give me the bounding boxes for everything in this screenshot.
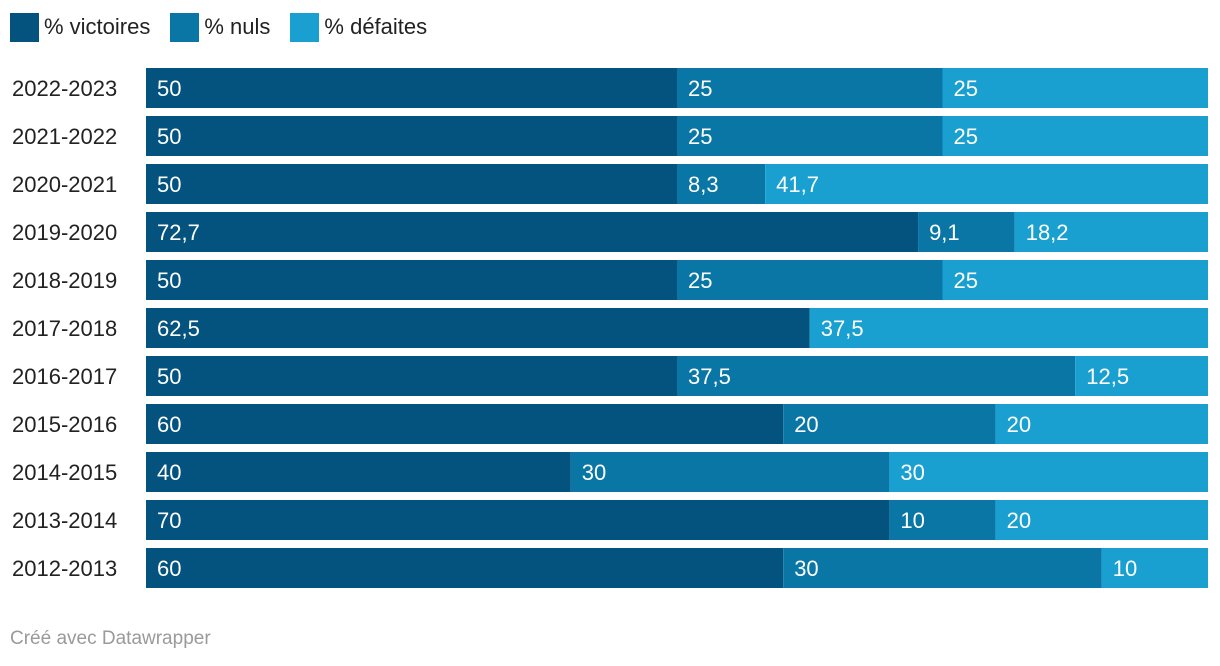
legend-item-nuls: % nuls xyxy=(170,12,271,42)
bar-segment-victoires xyxy=(146,260,677,300)
bar-segment-defaites xyxy=(995,404,1208,444)
data-label: 30 xyxy=(900,460,924,485)
bar-segment-defaites xyxy=(1101,548,1208,588)
category-label: 2022-2023 xyxy=(12,76,117,101)
bar-segment-nuls xyxy=(677,356,1076,396)
data-label: 8,3 xyxy=(688,172,719,197)
legend-label-nuls: % nuls xyxy=(204,14,271,39)
bar-segment-victoires xyxy=(146,212,919,252)
data-label: 20 xyxy=(1007,508,1031,533)
data-label: 50 xyxy=(157,124,181,149)
bar-row-2021-2022: 2021-2022 50 25 25 xyxy=(12,116,1208,156)
bar-segment-nuls xyxy=(677,116,943,156)
category-label: 2015-2016 xyxy=(12,412,117,437)
bar-segment-defaites xyxy=(889,452,1208,492)
bar-row-2013-2014: 2013-2014 70 10 20 xyxy=(12,500,1208,540)
bar-segment-nuls xyxy=(889,500,996,540)
category-label: 2019-2020 xyxy=(12,220,117,245)
bar-segment-defaites xyxy=(809,308,1208,348)
bar-segment-victoires xyxy=(146,68,677,108)
bar-segment-defaites xyxy=(1014,212,1208,252)
data-label: 70 xyxy=(157,508,181,533)
bar-segment-victoires xyxy=(146,116,677,156)
category-label: 2021-2022 xyxy=(12,124,117,149)
bar-segment-defaites xyxy=(1075,356,1208,396)
footer-credit: Créé avec Datawrapper xyxy=(10,628,211,649)
data-label: 25 xyxy=(688,76,712,101)
bar-row-2017-2018: 2017-2018 62,5 37,5 xyxy=(12,308,1208,348)
legend-label-defaites: % défaites xyxy=(324,14,428,39)
legend-swatch-victoires xyxy=(10,12,39,42)
bar-segment-victoires xyxy=(146,548,784,588)
bar-segment-victoires xyxy=(146,404,784,444)
bar-segment-nuls xyxy=(677,260,943,300)
data-label: 41,7 xyxy=(776,172,819,197)
data-label: 10 xyxy=(1113,556,1137,581)
data-label: 60 xyxy=(157,556,181,581)
data-label: 20 xyxy=(794,412,818,437)
data-label: 9,1 xyxy=(929,220,960,245)
data-label: 37,5 xyxy=(821,316,864,341)
data-label: 18,2 xyxy=(1026,220,1069,245)
chart-legend: % victoires % nuls % défaites xyxy=(10,12,447,42)
data-label: 62,5 xyxy=(157,316,200,341)
bar-row-2018-2019: 2018-2019 50 25 25 xyxy=(12,260,1208,300)
category-label: 2018-2019 xyxy=(12,268,117,293)
data-label: 25 xyxy=(954,268,978,293)
data-label: 30 xyxy=(794,556,818,581)
legend-item-victoires: % victoires xyxy=(10,12,151,42)
category-label: 2020-2021 xyxy=(12,172,117,197)
bar-segment-victoires xyxy=(146,164,677,204)
data-label: 40 xyxy=(157,460,181,485)
bar-segment-nuls xyxy=(677,164,766,204)
data-label: 50 xyxy=(157,172,181,197)
bar-row-2022-2023: 2022-2023 50 25 25 xyxy=(12,68,1208,108)
data-label: 25 xyxy=(954,124,978,149)
data-label: 50 xyxy=(157,76,181,101)
bar-segment-nuls xyxy=(570,452,890,492)
category-label: 2013-2014 xyxy=(12,508,117,533)
category-label: 2012-2013 xyxy=(12,556,117,581)
data-label: 30 xyxy=(582,460,606,485)
bar-segment-defaites xyxy=(942,68,1208,108)
bar-segment-victoires xyxy=(146,308,810,348)
bar-segment-defaites xyxy=(942,260,1208,300)
data-label: 25 xyxy=(954,76,978,101)
bar-row-2014-2015: 2014-2015 40 30 30 xyxy=(12,452,1208,492)
bar-row-2020-2021: 2020-2021 50 8,3 41,7 xyxy=(12,164,1208,204)
data-label: 20 xyxy=(1007,412,1031,437)
bar-segment-defaites xyxy=(995,500,1208,540)
data-label: 72,7 xyxy=(157,220,200,245)
bar-segment-nuls xyxy=(783,404,996,444)
bar-segment-nuls xyxy=(677,68,943,108)
data-label: 60 xyxy=(157,412,181,437)
stacked-bar-chart: 2022-2023 50 25 25 2021-2022 50 25 25 2020-2021 5… xyxy=(12,68,1208,588)
bar-row-2016-2017: 2016-2017 50 37,5 12,5 xyxy=(12,356,1208,396)
bar-segment-nuls xyxy=(783,548,1102,588)
data-label: 37,5 xyxy=(688,364,731,389)
bar-row-2015-2016: 2015-2016 60 20 20 xyxy=(12,404,1208,444)
legend-item-defaites: % défaites xyxy=(290,12,428,42)
data-label: 50 xyxy=(157,268,181,293)
legend-swatch-defaites xyxy=(290,12,320,42)
bar-segment-victoires xyxy=(146,356,677,396)
legend-swatch-nuls xyxy=(170,12,200,42)
bar-row-2019-2020: 2019-2020 72,7 9,1 18,2 xyxy=(12,212,1208,252)
bar-segment-victoires xyxy=(146,500,890,540)
data-label: 25 xyxy=(688,124,712,149)
category-label: 2014-2015 xyxy=(12,460,117,485)
data-label: 12,5 xyxy=(1086,364,1129,389)
legend-label-victoires: % victoires xyxy=(44,14,151,39)
bar-segment-victoires xyxy=(146,452,571,492)
bar-segment-defaites xyxy=(765,164,1208,204)
category-label: 2016-2017 xyxy=(12,364,117,389)
bar-segment-defaites xyxy=(942,116,1208,156)
data-label: 10 xyxy=(900,508,924,533)
data-label: 25 xyxy=(688,268,712,293)
bar-row-2012-2013: 2012-2013 60 30 10 xyxy=(12,548,1208,588)
data-label: 50 xyxy=(157,364,181,389)
bar-segment-nuls xyxy=(918,212,1015,252)
category-label: 2017-2018 xyxy=(12,316,117,341)
